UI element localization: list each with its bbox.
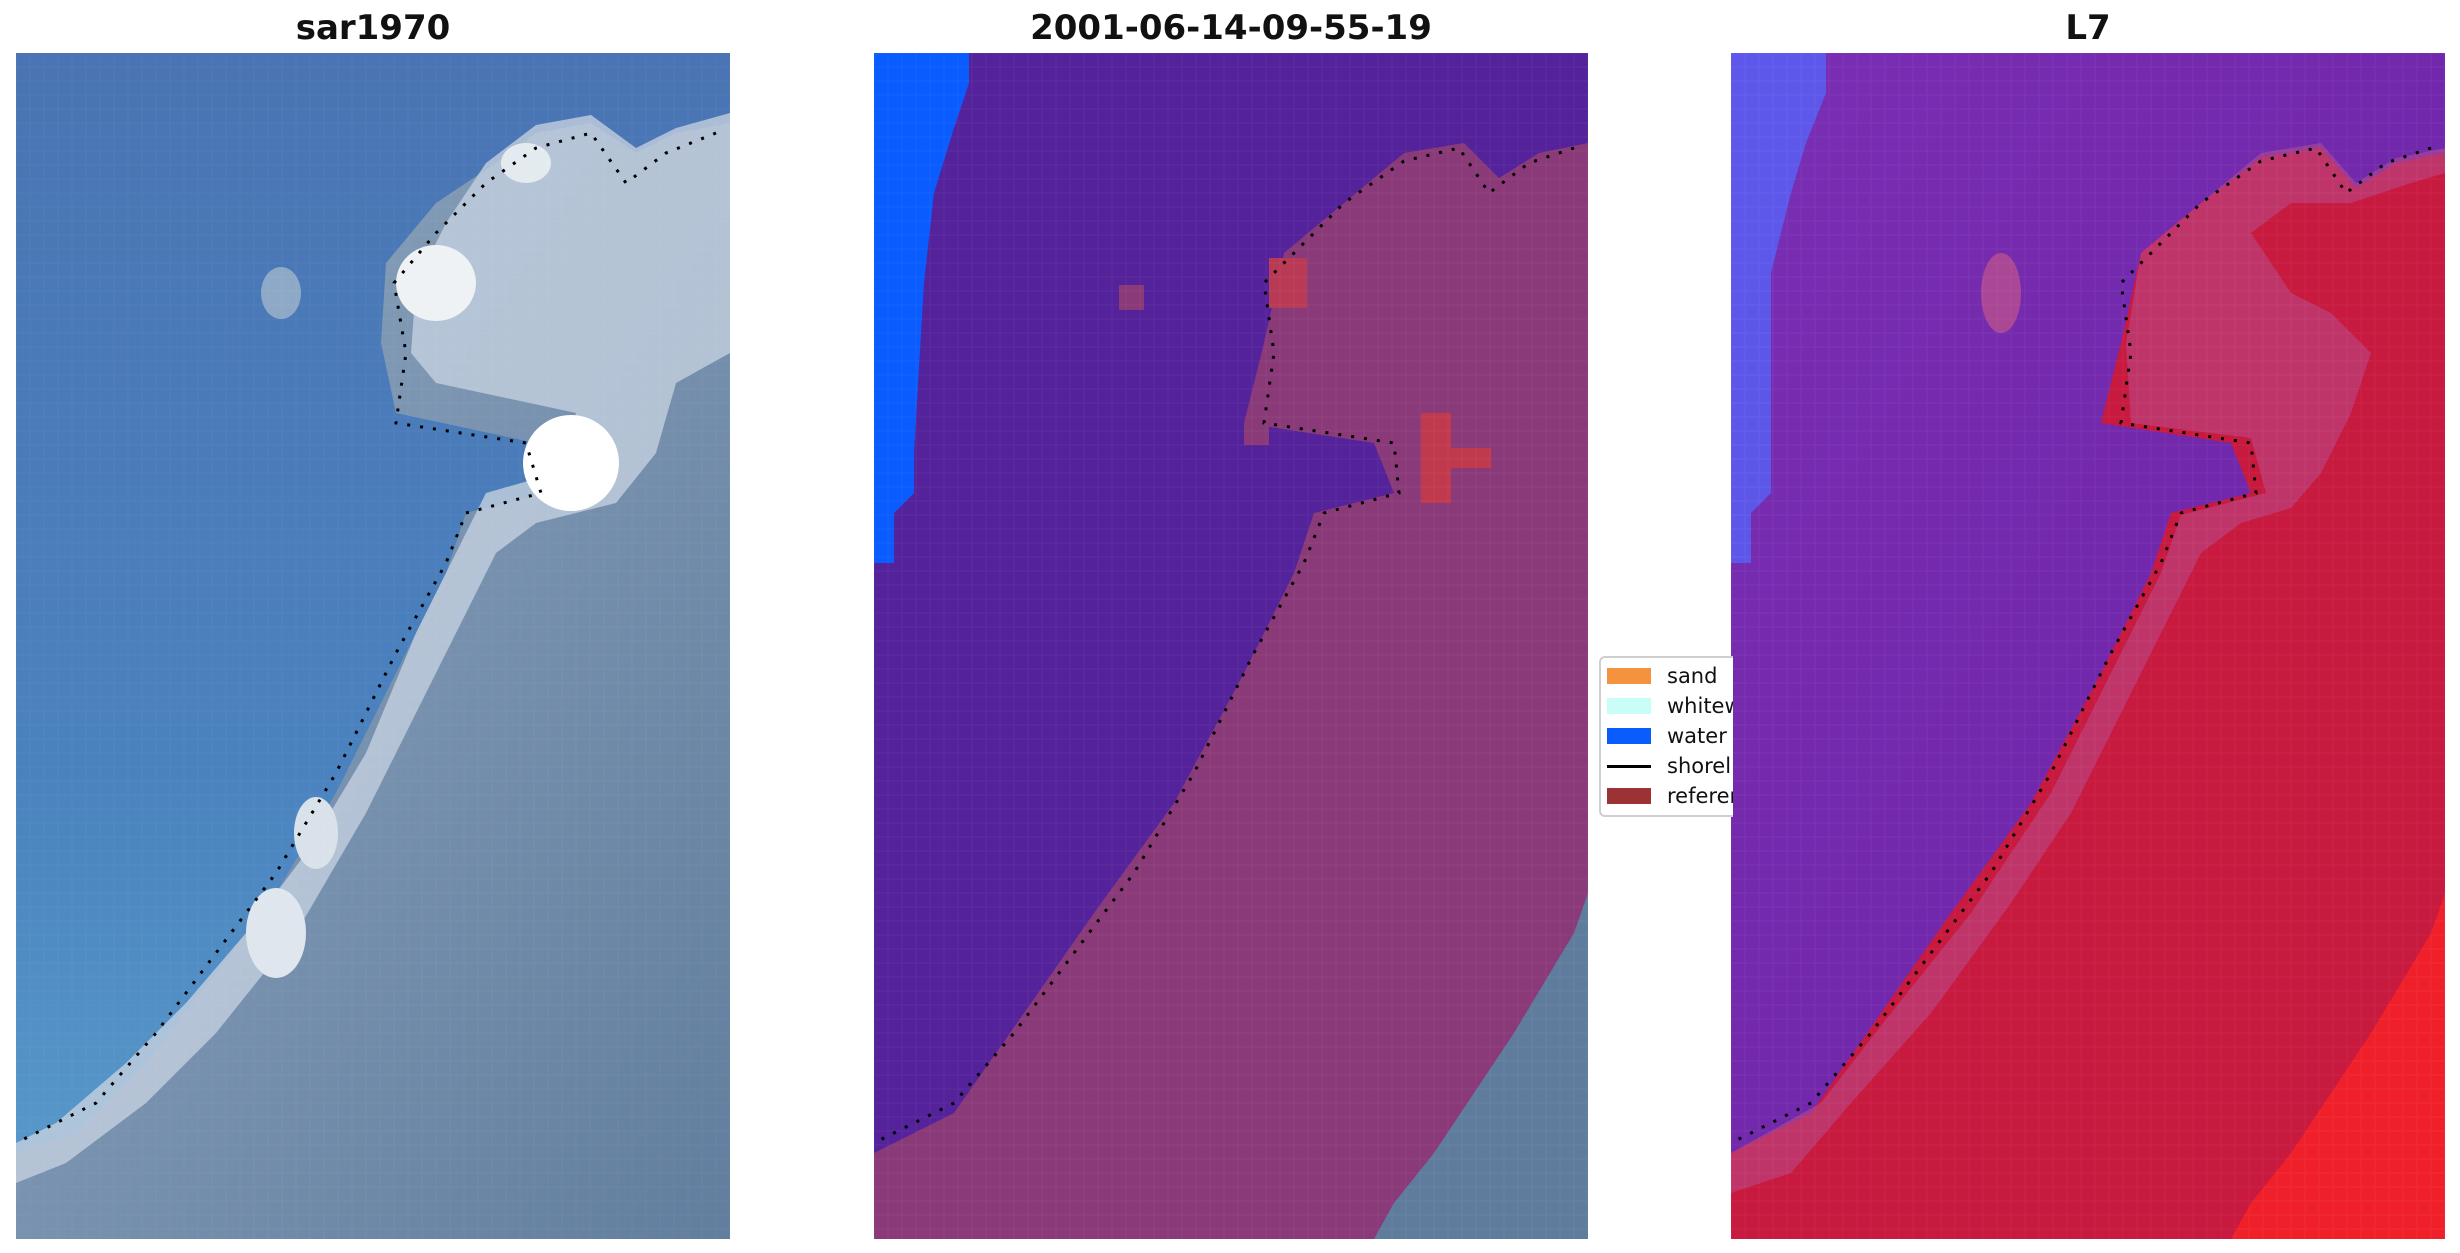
shoreline [874, 146, 1575, 1145]
whitewater-swatch [1607, 698, 1651, 714]
legend-item-water: water [1607, 723, 1727, 749]
shoreline [16, 131, 717, 1145]
panel-title-index: L7 [2065, 8, 2111, 48]
sand-swatch [1607, 668, 1651, 684]
legend-item-shoreline: shoreline [1607, 753, 1733, 779]
legend-item-sand: sand [1607, 663, 1717, 689]
reference-shoreline-swatch [1607, 788, 1651, 804]
classification-image [874, 53, 1588, 1239]
water-swatch [1607, 728, 1651, 744]
panel-title-classification: 2001-06-14-09-55-19 [1030, 8, 1432, 48]
shoreline-line-swatch [1607, 764, 1651, 768]
index-image [1731, 53, 2445, 1239]
shoreline [1731, 146, 2432, 1145]
rgb-satellite-image [16, 53, 730, 1239]
panel-title-rgb: sar1970 [295, 8, 451, 48]
legend-label: shoreline [1667, 754, 1733, 778]
legend-label: reference shoreline [1667, 784, 1733, 808]
legend-label: sand [1667, 664, 1718, 688]
legend-label: water [1667, 724, 1727, 748]
legend-item-reference-shoreline: reference shoreline [1607, 783, 1733, 809]
